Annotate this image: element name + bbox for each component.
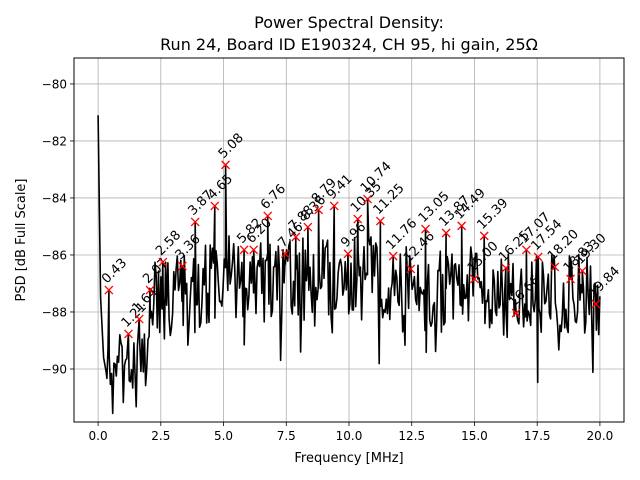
peak-marker bbox=[221, 160, 231, 170]
x-marker-stroke bbox=[221, 160, 231, 170]
x-marker-stroke bbox=[145, 285, 155, 295]
y-axis-label: PSD [dB Full Scale] bbox=[14, 178, 29, 301]
x-marker-stroke bbox=[550, 262, 560, 272]
x-marker-stroke bbox=[421, 224, 430, 234]
x-marker-stroke bbox=[314, 205, 324, 215]
peak-marker bbox=[291, 232, 301, 242]
x-marker-stroke bbox=[303, 222, 313, 232]
peak-marker bbox=[343, 249, 353, 259]
y-tick-label: −90 bbox=[42, 362, 67, 376]
x-tick-label: 2.5 bbox=[151, 429, 170, 443]
x-tick-label: 20.0 bbox=[587, 429, 614, 443]
x-marker-stroke bbox=[533, 252, 543, 262]
peak-marker bbox=[239, 245, 249, 255]
x-tick-label: 7.5 bbox=[277, 429, 296, 443]
x-tick-label: 15.0 bbox=[461, 429, 488, 443]
x-marker-stroke bbox=[501, 263, 511, 273]
x-axis: 0.0 2.5 5.0 7.5 10.0 12.5 15.0 17.5 20.0 bbox=[89, 422, 614, 443]
x-marker-stroke bbox=[469, 274, 479, 284]
peak-marker bbox=[469, 274, 479, 284]
peak-marker bbox=[550, 262, 560, 272]
x-marker-stroke bbox=[123, 329, 133, 339]
x-marker-stroke bbox=[566, 274, 576, 284]
peak-marker bbox=[421, 224, 430, 234]
x-marker-stroke bbox=[441, 228, 451, 238]
x-marker-stroke bbox=[521, 245, 531, 255]
x-marker-stroke bbox=[177, 261, 187, 271]
peak-marker bbox=[329, 201, 339, 211]
peak-marker bbox=[511, 308, 521, 318]
peak-marker bbox=[363, 194, 373, 204]
chart-title-line-1: Power Spectral Density: bbox=[254, 13, 444, 32]
x-marker-stroke bbox=[239, 245, 249, 255]
x-axis-label: Frequency [MHz] bbox=[294, 451, 403, 466]
peak-marker bbox=[190, 217, 200, 227]
peak-marker bbox=[353, 214, 363, 224]
x-tick-label: 5.0 bbox=[214, 429, 233, 443]
peak-marker bbox=[123, 329, 133, 339]
y-tick-label: −88 bbox=[42, 305, 67, 319]
peak-marker bbox=[249, 245, 259, 255]
x-marker-stroke bbox=[363, 194, 373, 204]
peak-marker bbox=[533, 252, 543, 262]
y-tick-label: −82 bbox=[42, 134, 67, 148]
x-marker-stroke bbox=[457, 221, 467, 231]
y-tick-label: −80 bbox=[42, 77, 67, 91]
peak-marker bbox=[104, 285, 114, 295]
x-marker-stroke bbox=[479, 231, 489, 241]
y-tick-label: −86 bbox=[42, 248, 67, 262]
x-marker-stroke bbox=[158, 257, 168, 267]
peak-marker bbox=[158, 257, 168, 267]
peak-marker bbox=[375, 216, 385, 226]
x-marker-stroke bbox=[591, 299, 601, 309]
peak-marker bbox=[210, 201, 220, 211]
x-marker-stroke bbox=[291, 232, 301, 242]
peak-marker bbox=[406, 264, 416, 274]
x-marker-stroke bbox=[210, 201, 220, 211]
peak-marker bbox=[521, 245, 531, 255]
peak-marker bbox=[591, 299, 601, 309]
chart-title-line-2: Run 24, Board ID E190324, CH 95, hi gain… bbox=[160, 35, 538, 54]
peak-marker bbox=[314, 205, 324, 215]
peak-marker bbox=[177, 261, 187, 271]
peak-marker bbox=[280, 249, 290, 259]
x-marker-stroke bbox=[343, 249, 353, 259]
x-marker-stroke bbox=[353, 214, 363, 224]
x-marker-stroke bbox=[388, 251, 398, 261]
x-marker-stroke bbox=[406, 264, 416, 274]
peak-marker bbox=[388, 251, 398, 261]
x-marker-stroke bbox=[263, 211, 273, 221]
x-marker-stroke bbox=[190, 217, 200, 227]
y-axis: −80 −82 −84 −86 −88 −90 bbox=[42, 77, 74, 376]
x-tick-label: 17.5 bbox=[524, 429, 551, 443]
x-marker-stroke bbox=[577, 266, 587, 276]
peak-marker bbox=[134, 314, 144, 324]
psd-line bbox=[97, 115, 601, 415]
peak-marker bbox=[577, 266, 587, 276]
x-marker-stroke bbox=[511, 308, 521, 318]
x-tick-label: 0.0 bbox=[89, 429, 108, 443]
peak-marker bbox=[303, 222, 313, 232]
peak-marker bbox=[145, 285, 155, 295]
x-marker-stroke bbox=[375, 216, 385, 226]
x-marker-stroke bbox=[329, 201, 339, 211]
peak-marker bbox=[441, 228, 451, 238]
peak-marker bbox=[501, 263, 511, 273]
x-tick-label: 12.5 bbox=[398, 429, 425, 443]
y-tick-label: −84 bbox=[42, 191, 67, 205]
x-marker-stroke bbox=[134, 314, 144, 324]
x-marker-stroke bbox=[104, 285, 114, 295]
peak-marker bbox=[263, 211, 273, 221]
x-marker-stroke bbox=[249, 245, 259, 255]
peak-marker bbox=[479, 231, 489, 241]
x-marker-stroke bbox=[280, 249, 290, 259]
peak-marker bbox=[566, 274, 576, 284]
peak-marker bbox=[457, 221, 467, 231]
x-tick-label: 10.0 bbox=[336, 429, 363, 443]
